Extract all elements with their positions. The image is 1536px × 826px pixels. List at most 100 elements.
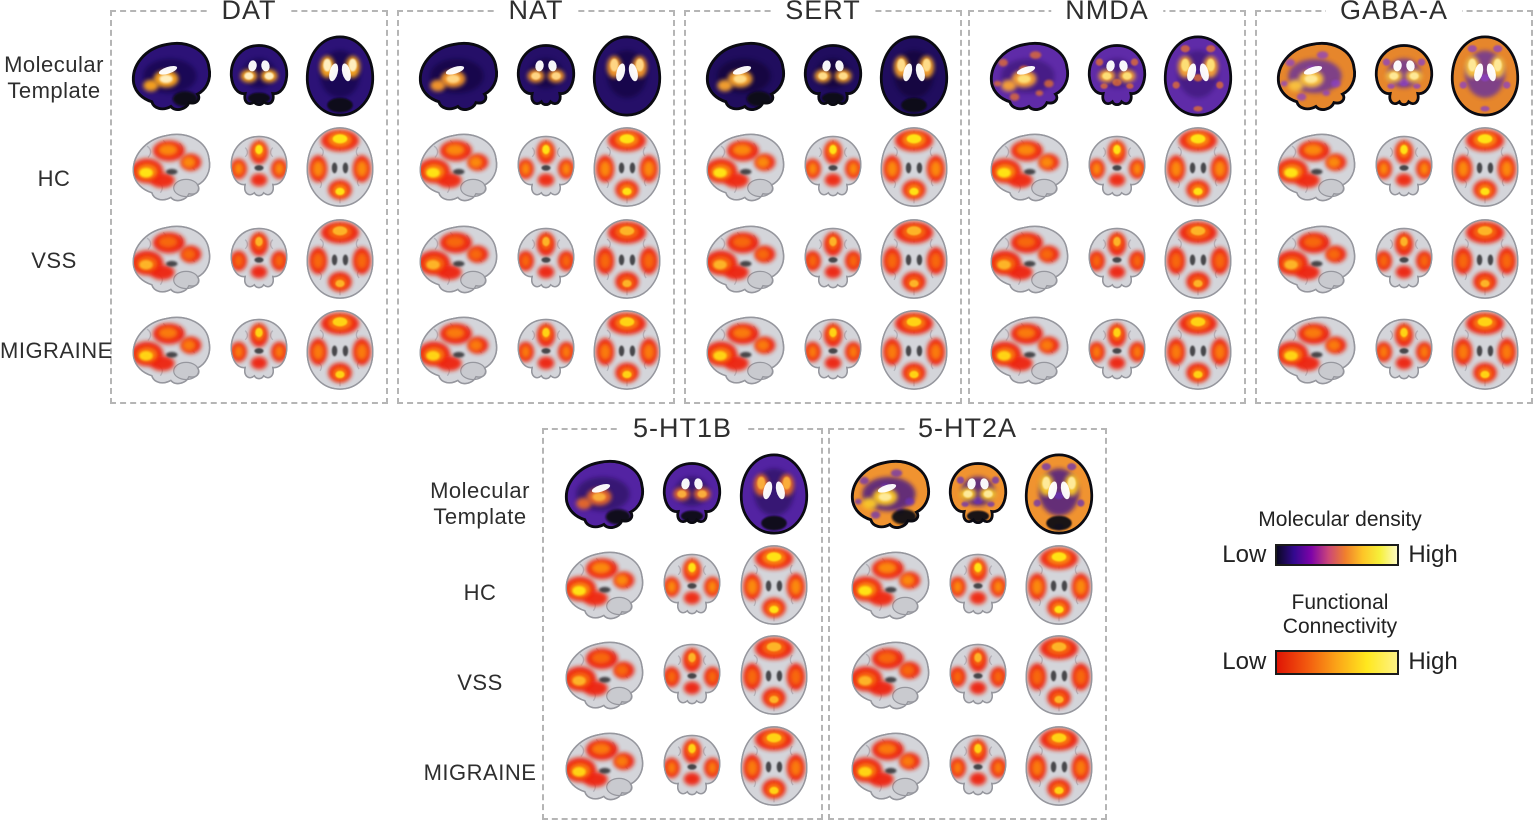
row-label-top-hc: HC [37,166,71,191]
brain-axial-5-ht2a-migraine [1019,722,1099,810]
brain-axial-sert-vss [874,215,954,303]
brain-coronal-5-ht1b-molecular-template [656,458,728,530]
brain-coronal-nat-hc [510,131,582,203]
panel-row-dat-hc [116,123,382,211]
brain-axial-5-ht1b-molecular-template [734,450,814,538]
brain-axial-5-ht2a-vss [1019,631,1099,719]
brain-sagittal-nmda-vss [976,219,1076,299]
brain-sagittal-nmda-hc [976,127,1076,207]
brain-sagittal-5-ht2a-migraine [837,726,937,806]
brain-sagittal-5-ht2a-vss [837,635,937,715]
brain-coronal-nmda-vss [1081,223,1153,295]
molecular-density-title: Molecular density [1258,508,1422,531]
brain-coronal-sert-hc [797,131,869,203]
panel-row-5-ht2a-molecular-template [834,450,1101,538]
panel-row-5-ht1b-vss [548,631,817,719]
brain-axial-dat-hc [300,123,380,211]
brain-sagittal-gaba-a-migraine [1263,310,1363,390]
brain-coronal-nat-vss [510,223,582,295]
brain-axial-5-ht1b-migraine [734,722,814,810]
brain-axial-sert-molecular-template [874,32,954,120]
brain-axial-gaba-a-vss [1445,215,1525,303]
brain-coronal-nmda-hc [1081,131,1153,203]
brain-sagittal-dat-hc [118,127,218,207]
panel-row-nat-migraine [403,306,669,394]
brain-sagittal-5-ht1b-hc [551,545,651,625]
panel-row-5-ht2a-hc [834,541,1101,629]
panel-title-sert: SERT [771,0,875,27]
brain-coronal-sert-vss [797,223,869,295]
brain-coronal-nat-molecular-template [510,40,582,112]
brain-coronal-5-ht1b-migraine [656,730,728,802]
brain-coronal-gaba-a-vss [1368,223,1440,295]
row-label-top-molecular-template: Molecular Template [4,52,104,103]
panel-title-nat: NAT [494,0,578,27]
row-label-bottom-vss: VSS [457,670,503,695]
brain-coronal-dat-vss [223,223,295,295]
brain-coronal-gaba-a-hc [1368,131,1440,203]
brain-sagittal-sert-vss [692,219,792,299]
molecular-density-colorbar [1275,544,1400,566]
brain-sagittal-5-ht1b-migraine [551,726,651,806]
panel-dat: DAT [110,0,388,404]
brain-axial-nmda-hc [1158,123,1238,211]
brain-coronal-5-ht2a-molecular-template [942,458,1014,530]
panel-row-gaba-a-molecular-template [1261,32,1527,120]
panel-row-sert-molecular-template [690,32,956,120]
functional-connectivity-title: Functional Connectivity [1282,591,1398,638]
brain-coronal-gaba-a-migraine [1368,314,1440,386]
panel-row-5-ht1b-molecular-template [548,450,817,538]
row-label-top-migraine: MIGRAINE [0,338,113,363]
brain-sagittal-nmda-molecular-template [976,36,1076,116]
brain-axial-gaba-a-migraine [1445,306,1525,394]
brain-sagittal-nat-migraine [405,310,505,390]
brain-sagittal-5-ht1b-vss [551,635,651,715]
brain-sagittal-nat-hc [405,127,505,207]
legend: Molecular density Low High Functional Conne… [1185,508,1495,676]
brain-sagittal-5-ht2a-hc [837,545,937,625]
panel-row-nat-vss [403,215,669,303]
panel-row-5-ht1b-hc [548,541,817,629]
panel-row-dat-migraine [116,306,382,394]
brain-axial-sert-hc [874,123,954,211]
panel-row-gaba-a-vss [1261,215,1527,303]
panel-row-sert-vss [690,215,956,303]
brain-coronal-nmda-molecular-template [1081,40,1153,112]
panel-row-nmda-migraine [974,306,1240,394]
brain-axial-nat-migraine [587,306,667,394]
panel-row-nmda-hc [974,123,1240,211]
brain-sagittal-nat-molecular-template [405,36,505,116]
panel-row-gaba-a-migraine [1261,306,1527,394]
brain-sagittal-dat-vss [118,219,218,299]
molecular-low-label: Low [1222,541,1267,568]
panel-row-5-ht2a-vss [834,631,1101,719]
panel-5-ht2a: 5-HT2A [828,411,1107,820]
row-label-top-vss: VSS [31,248,77,273]
panel-row-nmda-vss [974,215,1240,303]
brain-coronal-dat-molecular-template [223,40,295,112]
panel-title-5-ht1b: 5-HT1B [618,411,747,445]
panel-row-dat-molecular-template [116,32,382,120]
panel-row-5-ht1b-migraine [548,722,817,810]
brain-sagittal-sert-molecular-template [692,36,792,116]
brain-coronal-5-ht2a-vss [942,639,1014,711]
brain-axial-dat-vss [300,215,380,303]
functional-connectivity-scale: Low High [1185,648,1495,676]
row-label-bottom-migraine: MIGRAINE [423,760,537,785]
brain-coronal-gaba-a-molecular-template [1368,40,1440,112]
brain-axial-5-ht2a-molecular-template [1019,450,1099,538]
brain-sagittal-dat-migraine [118,310,218,390]
brain-coronal-dat-migraine [223,314,295,386]
panel-row-nat-hc [403,123,669,211]
brain-sagittal-gaba-a-vss [1263,219,1363,299]
brain-axial-5-ht2a-hc [1019,541,1099,629]
panel-nat: NAT [397,0,675,404]
brain-axial-gaba-a-molecular-template [1445,32,1525,120]
brain-sagittal-nmda-migraine [976,310,1076,390]
brain-axial-sert-migraine [874,306,954,394]
brain-coronal-5-ht2a-hc [942,549,1014,621]
panel-title-nmda: NMDA [1051,0,1163,27]
panel-5-ht1b: 5-HT1B [542,411,823,820]
panel-row-nat-molecular-template [403,32,669,120]
